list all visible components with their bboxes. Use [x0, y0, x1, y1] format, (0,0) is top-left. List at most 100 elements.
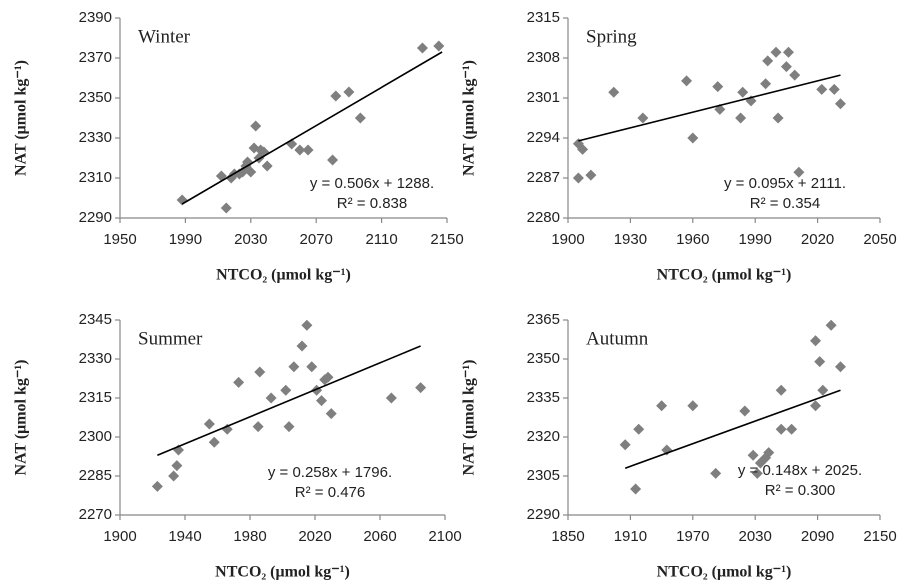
data-point [208, 436, 220, 448]
data-point [747, 449, 759, 461]
data-point [763, 447, 775, 459]
data-point [751, 467, 763, 479]
x-tick-label: 1990 [739, 231, 772, 248]
data-point [772, 112, 784, 124]
data-point [577, 143, 589, 155]
x-tick-label: 2150 [430, 231, 463, 248]
y-tick-label: 2315 [527, 9, 560, 26]
data-point [301, 319, 313, 331]
data-point [681, 75, 693, 87]
data-point [630, 483, 642, 495]
data-point [656, 400, 668, 412]
data-point [816, 83, 828, 95]
y-tick-label: 2350 [527, 350, 560, 367]
data-point [316, 395, 327, 407]
data-point [825, 319, 837, 331]
x-tick-label: 2050 [863, 231, 896, 248]
data-point [151, 480, 163, 492]
x-tick-label: 2090 [801, 528, 834, 545]
y-tick-label: 2300 [79, 428, 112, 445]
x-tick-label: 1970 [676, 528, 709, 545]
data-point [322, 371, 334, 383]
y-tick-label: 2301 [527, 89, 560, 106]
data-point [737, 86, 749, 98]
x-tick-label: 2100 [428, 528, 461, 545]
y-tick-label: 2290 [79, 209, 112, 226]
data-point [810, 335, 822, 347]
data-point [834, 98, 846, 110]
equation: y = 0.148x + 2025. [738, 462, 862, 479]
y-axis-title: NAT (μmol kg⁻¹) [13, 360, 30, 476]
trend-line [157, 345, 421, 456]
data-point [687, 132, 699, 144]
data-point [637, 112, 649, 124]
data-point [233, 376, 245, 388]
data-point [780, 61, 792, 73]
panel-title: Summer [138, 328, 203, 349]
data-point [343, 86, 355, 98]
x-tick-label: 1990 [169, 231, 202, 248]
r-squared: R² = 0.300 [765, 482, 835, 499]
y-tick-label: 2270 [79, 506, 112, 523]
x-tick-label: 1900 [551, 231, 584, 248]
y-tick-label: 2290 [527, 506, 560, 523]
data-point [254, 366, 266, 378]
data-point [294, 144, 306, 156]
data-point [793, 166, 805, 178]
x-tick-label: 2020 [298, 528, 331, 545]
x-tick-label: 1960 [676, 231, 709, 248]
x-axis-title: NTCO₂ (μmol kg⁻¹) [216, 267, 351, 284]
x-axis-title: NTCO₂ (μmol kg⁻¹) [215, 564, 350, 581]
trend-line [181, 51, 443, 205]
data-point [385, 392, 397, 404]
y-tick-label: 2280 [527, 209, 560, 226]
data-point [739, 405, 751, 417]
data-point [168, 470, 180, 482]
data-point [770, 46, 782, 58]
data-point [608, 86, 620, 98]
data-point [327, 154, 339, 166]
data-point [786, 423, 798, 435]
data-point [817, 384, 829, 396]
data-point [306, 361, 318, 373]
x-tick-label: 2150 [863, 528, 896, 545]
y-axis-title: NAT (μmol kg⁻¹) [461, 360, 478, 476]
panel-title: Autumn [586, 328, 649, 349]
trend-line [578, 74, 841, 142]
data-point [735, 112, 747, 124]
r-squared: R² = 0.838 [337, 195, 407, 212]
y-tick-label: 2370 [79, 49, 112, 66]
data-point [416, 42, 428, 54]
data-point [252, 421, 264, 433]
x-tick-label: 1980 [233, 528, 266, 545]
x-tick-label: 1930 [614, 231, 647, 248]
data-point [220, 202, 232, 214]
data-point [834, 361, 846, 373]
panel-title: Winter [138, 26, 191, 47]
data-point [433, 40, 445, 52]
data-point [782, 46, 794, 58]
data-point [789, 69, 801, 81]
data-point [762, 55, 774, 67]
data-point [250, 120, 262, 132]
y-tick-label: 2285 [79, 467, 112, 484]
data-point [828, 83, 840, 95]
data-point [280, 384, 292, 396]
data-point [775, 384, 787, 396]
panel-title: Spring [586, 26, 637, 47]
data-point [296, 340, 308, 352]
data-point [330, 90, 342, 102]
y-tick-label: 2310 [79, 169, 112, 186]
y-tick-label: 2345 [79, 311, 112, 328]
y-tick-label: 2330 [79, 129, 112, 146]
x-tick-label: 1850 [551, 528, 584, 545]
data-point [265, 392, 277, 404]
y-tick-label: 2330 [79, 350, 112, 367]
x-tick-label: 1910 [614, 528, 647, 545]
equation: y = 0.506x + 1288. [310, 175, 434, 192]
data-point [261, 160, 273, 172]
data-point [325, 408, 337, 420]
data-point [775, 423, 787, 435]
r-squared: R² = 0.354 [750, 195, 820, 212]
